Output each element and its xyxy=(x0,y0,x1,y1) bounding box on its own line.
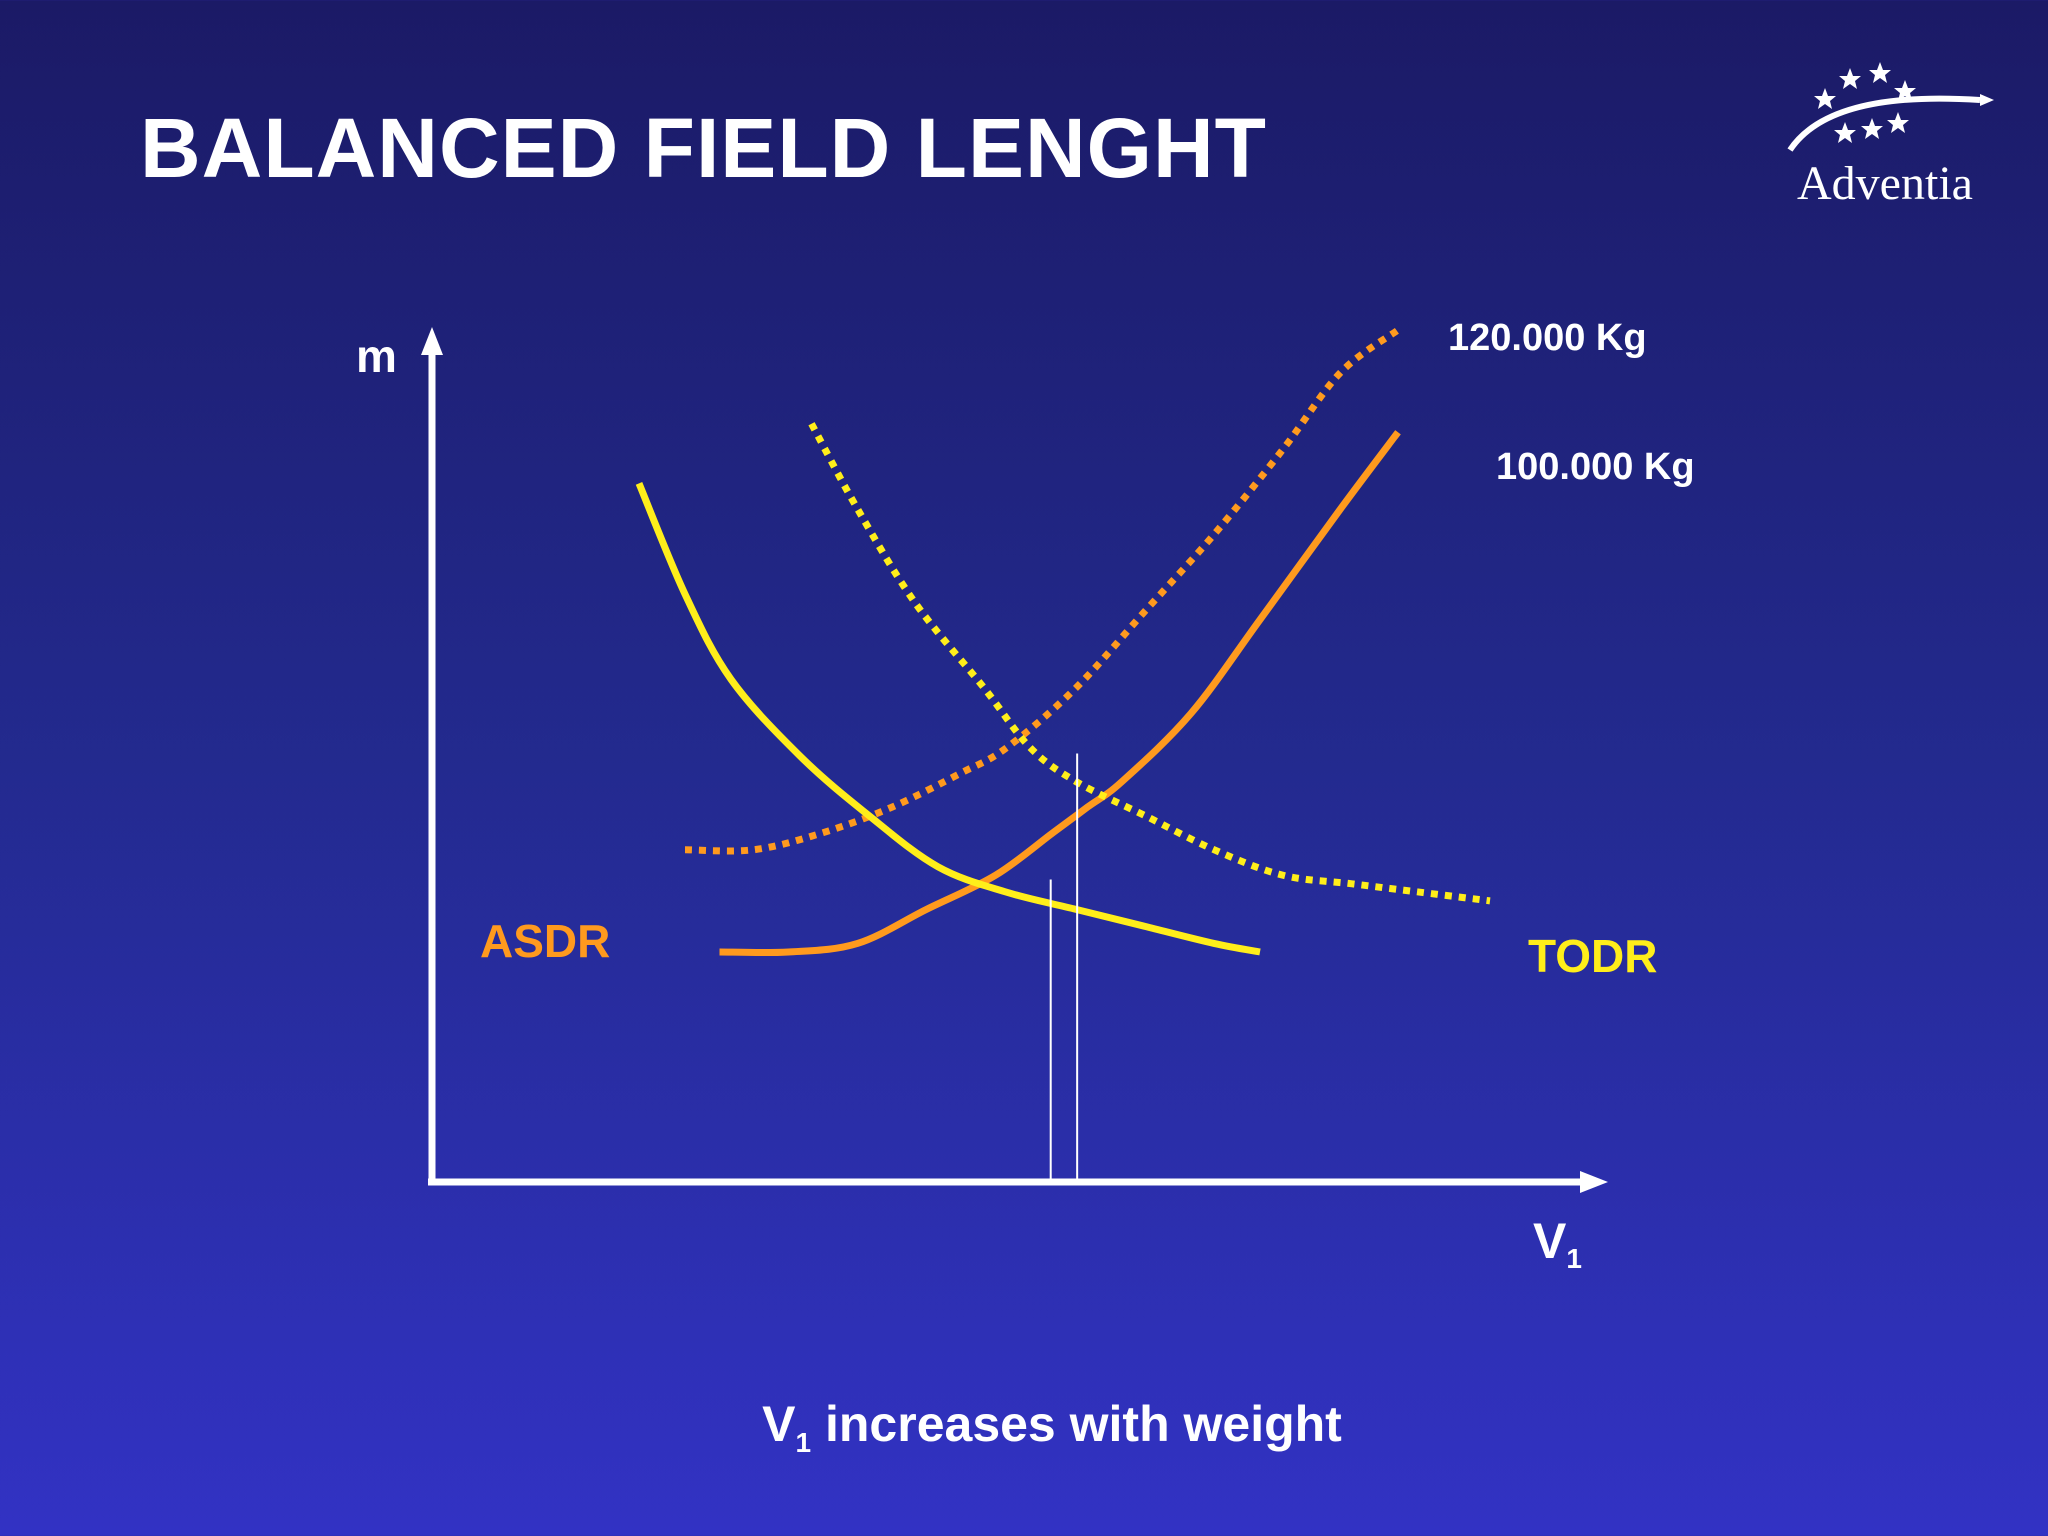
todr-solid-curve xyxy=(635,482,1261,956)
caption-rest: increases with weight xyxy=(811,1396,1342,1452)
caption-sub: 1 xyxy=(795,1427,812,1458)
axes xyxy=(421,327,1608,1193)
x-axis-label: V1 xyxy=(1533,1213,1582,1274)
logo-stars-swoosh xyxy=(1787,62,1994,152)
caption-v: V xyxy=(762,1396,796,1452)
asdr-solid-curve xyxy=(719,430,1401,957)
logo-text: Adventia xyxy=(1797,157,1973,210)
asdr-dotted-curve xyxy=(684,327,1401,855)
slide-title: BALANCED FIELD LENGHT xyxy=(140,101,1267,195)
x-axis-label-main: V xyxy=(1533,1213,1567,1269)
v1-marker-lines xyxy=(1049,753,1079,1182)
weight-label-100000: 100.000 Kg xyxy=(1496,446,1695,488)
y-axis-arrow xyxy=(421,327,443,355)
adventia-logo: Adventia xyxy=(1780,60,2000,210)
todr-label: TODR xyxy=(1528,930,1658,982)
x-axis-label-sub: 1 xyxy=(1566,1243,1582,1274)
x-axis-arrow xyxy=(1580,1171,1608,1193)
weight-label-120000: 120.000 Kg xyxy=(1448,317,1647,359)
todr-dotted-curve xyxy=(808,422,1491,905)
curves-layer xyxy=(635,327,1491,957)
caption: V1 increases with weight xyxy=(0,1395,2048,1459)
y-axis-label: m xyxy=(356,330,397,382)
asdr-label: ASDR xyxy=(480,915,610,967)
